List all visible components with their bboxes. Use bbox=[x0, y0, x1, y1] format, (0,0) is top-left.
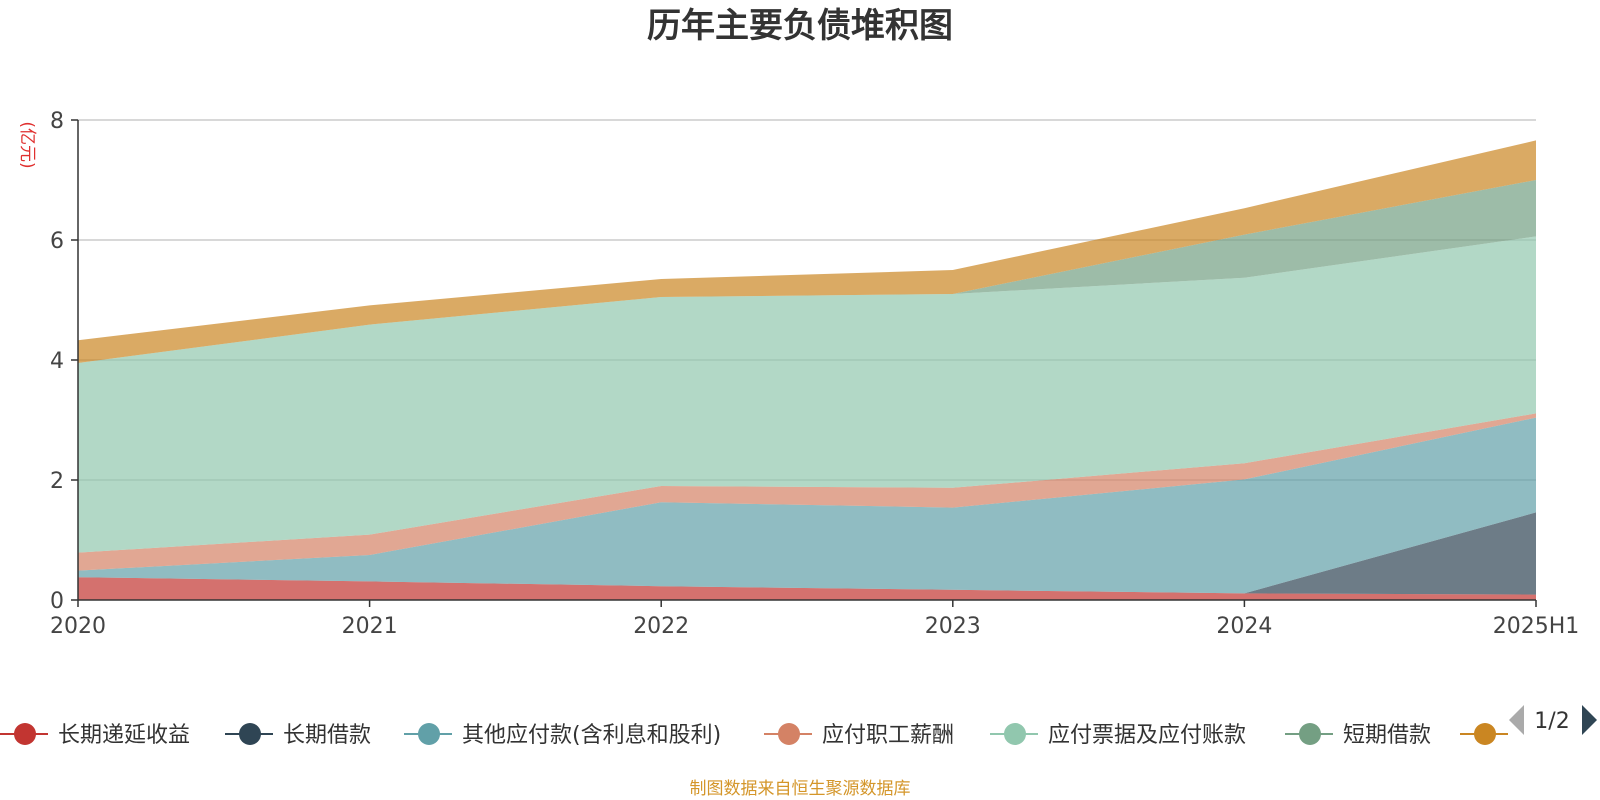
area-series-0 bbox=[78, 577, 1536, 600]
y-axis-unit-label: (亿元) bbox=[17, 121, 37, 168]
legend-label: 长期借款 bbox=[283, 723, 371, 748]
legend-item[interactable]: 长期借款 bbox=[225, 723, 371, 748]
x-tick-label: 2024 bbox=[1216, 614, 1272, 639]
legend-label: 其他应付款(含利息和股利) bbox=[462, 723, 721, 748]
y-tick-label: 2 bbox=[50, 469, 64, 494]
legend-marker-circle-icon bbox=[1299, 723, 1321, 745]
area-series-2 bbox=[78, 417, 1536, 594]
legend-label: 短期借款 bbox=[1343, 723, 1431, 748]
area-series-1 bbox=[78, 512, 1536, 595]
data-source-footer: 制图数据来自恒生聚源数据库 bbox=[690, 779, 911, 799]
chart-title: 历年主要负债堆积图 bbox=[647, 6, 953, 46]
legend-page-indicator: 1/2 bbox=[1534, 709, 1569, 734]
area-series-5 bbox=[78, 180, 1536, 363]
legend-item[interactable] bbox=[1460, 723, 1508, 745]
legend-label: 应付职工薪酬 bbox=[822, 723, 954, 748]
legend-pager: 1/2 bbox=[1509, 705, 1597, 735]
y-tick-label: 0 bbox=[50, 589, 64, 614]
legend-item[interactable]: 短期借款 bbox=[1285, 723, 1431, 748]
x-tick-label: 2023 bbox=[925, 614, 981, 639]
legend-next-page-icon[interactable] bbox=[1582, 705, 1597, 735]
legend-item[interactable]: 其他应付款(含利息和股利) bbox=[404, 723, 721, 748]
area-series-3 bbox=[78, 413, 1536, 571]
legend-item[interactable]: 应付票据及应付账款 bbox=[990, 723, 1246, 748]
area-series-4 bbox=[78, 236, 1536, 553]
legend-item[interactable]: 应付职工薪酬 bbox=[764, 723, 954, 748]
legend-marker-circle-icon bbox=[778, 723, 800, 745]
legend-marker-circle-icon bbox=[239, 723, 261, 745]
legend-label: 应付票据及应付账款 bbox=[1048, 723, 1246, 748]
y-tick-label: 6 bbox=[50, 229, 64, 254]
area-series-6 bbox=[78, 140, 1536, 363]
area-series bbox=[78, 140, 1536, 600]
legend-marker-circle-icon bbox=[418, 723, 440, 745]
legend-label: 长期递延收益 bbox=[58, 723, 190, 748]
x-tick-label: 2025H1 bbox=[1493, 614, 1580, 639]
legend-marker-circle-icon bbox=[14, 723, 36, 745]
y-tick-label: 4 bbox=[50, 349, 64, 374]
y-tick-label: 8 bbox=[50, 109, 64, 134]
legend: 长期递延收益 长期借款 其他应付款(含利息和股利) 应付职工薪酬 应付票据及应付账款 短期… bbox=[0, 723, 1508, 748]
x-tick-label: 2022 bbox=[633, 614, 689, 639]
legend-item[interactable]: 长期递延收益 bbox=[0, 723, 190, 748]
legend-marker-circle-icon bbox=[1004, 723, 1026, 745]
x-tick-label: 2021 bbox=[342, 614, 398, 639]
legend-marker-circle-icon bbox=[1474, 723, 1496, 745]
x-tick-label: 2020 bbox=[50, 614, 106, 639]
legend-prev-page-icon[interactable] bbox=[1509, 705, 1524, 735]
axes: 0 2 4 6 8 2020 2021 2022 2023 2024 2025H1 bbox=[50, 109, 1579, 639]
